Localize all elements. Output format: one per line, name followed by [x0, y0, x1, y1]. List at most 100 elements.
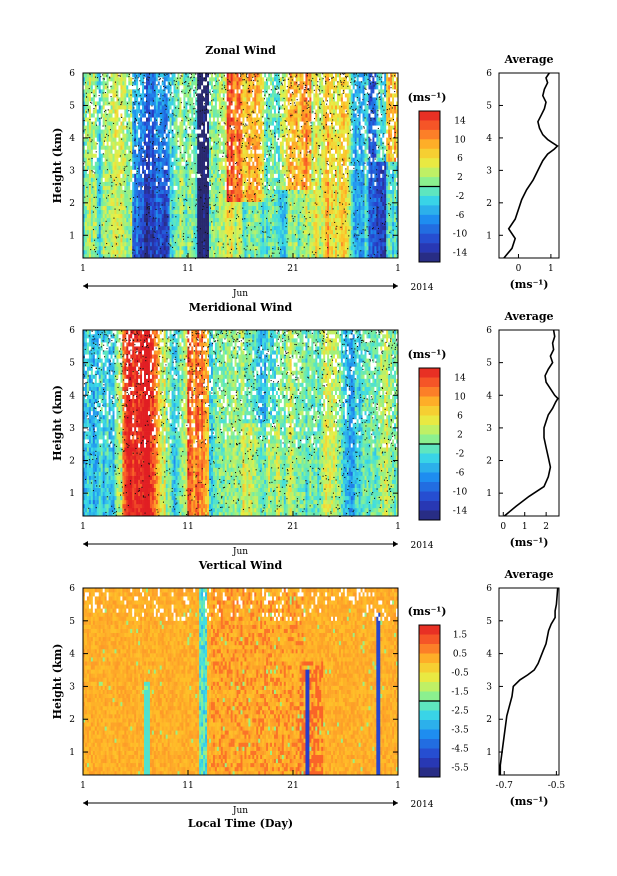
- heatmap-cell: [191, 125, 194, 130]
- heatmap-cell: [146, 185, 149, 190]
- heatmap-cell: [163, 161, 166, 166]
- heatmap-cell: [173, 237, 176, 243]
- heatmap-cell: [114, 93, 117, 98]
- heatmap-cell: [201, 93, 204, 98]
- heatmap-cell: [240, 141, 243, 146]
- heatmap-cell: [246, 81, 249, 86]
- heatmap-cell: [96, 233, 100, 239]
- heatmap-cell: [193, 81, 196, 86]
- heatmap-cell: [236, 201, 239, 207]
- heatmap-cell: [250, 81, 253, 86]
- heatmap-cell: [104, 149, 107, 154]
- heatmap-cell: [116, 197, 119, 202]
- heatmap-cell: [281, 181, 285, 186]
- heatmap-cell: [236, 81, 239, 86]
- heatmap-cell: [106, 101, 109, 106]
- heatmap-cell: [232, 169, 235, 174]
- heatmap-cell: [205, 157, 208, 162]
- heatmap-cell: [242, 193, 245, 198]
- heatmap-cell: [234, 229, 237, 235]
- heatmap-cell: [264, 153, 267, 158]
- heatmap-cell: [88, 149, 92, 154]
- heatmap-cell: [171, 185, 174, 190]
- heatmap-cell: [183, 189, 186, 194]
- heatmap-cell: [201, 137, 204, 142]
- heatmap-cell: [136, 125, 139, 130]
- heatmap-cell: [88, 89, 92, 94]
- heatmap-cell: [138, 85, 141, 90]
- heatmap-cell: [84, 137, 88, 142]
- heatmap-cell: [232, 73, 235, 78]
- heatmap-cell: [100, 137, 103, 142]
- heatmap-cell: [189, 145, 192, 150]
- heatmap-cell: [126, 85, 129, 90]
- heatmap-cell: [203, 81, 206, 86]
- heatmap-cell: [146, 89, 149, 94]
- heatmap-cell: [250, 185, 253, 190]
- heatmap-cell: [100, 217, 103, 223]
- heatmap-cell: [248, 149, 251, 154]
- heatmap-cell: [260, 181, 263, 186]
- heatmap-cell: [149, 245, 153, 251]
- heatmap-cell: [210, 177, 214, 182]
- heatmap-cell: [96, 89, 100, 94]
- heatmap-cell: [264, 109, 267, 114]
- heatmap-cell: [84, 153, 88, 158]
- heatmap-cell: [179, 105, 182, 110]
- heatmap-cell: [155, 189, 159, 194]
- heatmap-cell: [220, 113, 224, 118]
- heatmap-cell: [279, 145, 283, 150]
- heatmap-cell: [142, 93, 145, 98]
- heatmap-cell: [232, 141, 235, 146]
- heatmap-cell: [104, 121, 107, 126]
- heatmap-cell: [224, 237, 228, 243]
- heatmap-cell: [250, 85, 253, 90]
- heatmap-cell: [147, 185, 151, 190]
- heatmap-cell: [266, 245, 269, 251]
- heatmap-cell: [151, 169, 155, 174]
- heatmap-cell: [102, 137, 105, 142]
- heatmap-cell: [195, 105, 198, 110]
- heatmap-cell: [92, 229, 96, 235]
- heatmap-cell: [163, 141, 166, 146]
- heatmap-cell: [183, 101, 186, 106]
- heatmap-cell: [232, 165, 235, 170]
- heatmap-cell: [144, 217, 147, 223]
- heatmap-cell: [281, 241, 285, 247]
- heatmap-cell: [222, 109, 226, 114]
- heatmap-cell: [138, 197, 141, 202]
- heatmap-cell: [258, 157, 261, 162]
- heatmap-cell: [273, 121, 277, 126]
- heatmap-cell: [273, 77, 277, 82]
- heatmap-cell: [272, 89, 275, 94]
- heatmap-cell: [214, 237, 218, 243]
- heatmap-cell: [140, 189, 143, 194]
- heatmap-cell: [122, 205, 125, 211]
- heatmap-cell: [84, 213, 88, 219]
- heatmap-cell: [83, 201, 86, 207]
- heatmap-cell: [230, 81, 233, 86]
- heatmap-cell: [183, 217, 186, 223]
- heatmap-cell: [116, 97, 119, 102]
- heatmap-cell: [293, 233, 296, 239]
- heatmap-cell: [116, 109, 119, 114]
- heatmap-cell: [272, 197, 275, 202]
- heatmap-cell: [169, 97, 172, 102]
- heatmap-cell: [244, 81, 247, 86]
- heatmap-cell: [144, 169, 147, 174]
- heatmap-cell: [234, 197, 237, 202]
- heatmap-cell: [114, 113, 117, 118]
- heatmap-cell: [252, 85, 255, 90]
- heatmap-cell: [242, 253, 245, 259]
- heatmap-cell: [138, 253, 141, 259]
- heatmap-cell: [226, 165, 229, 170]
- heatmap-cell: [163, 153, 166, 158]
- heatmap-cell: [287, 233, 291, 239]
- heatmap-cell: [189, 157, 192, 162]
- heatmap-cell: [106, 113, 109, 118]
- heatmap-cell: [100, 113, 103, 118]
- heatmap-cell: [236, 161, 239, 166]
- heatmap-cell: [151, 209, 155, 215]
- heatmap-cell: [112, 113, 115, 118]
- heatmap-cell: [102, 89, 105, 94]
